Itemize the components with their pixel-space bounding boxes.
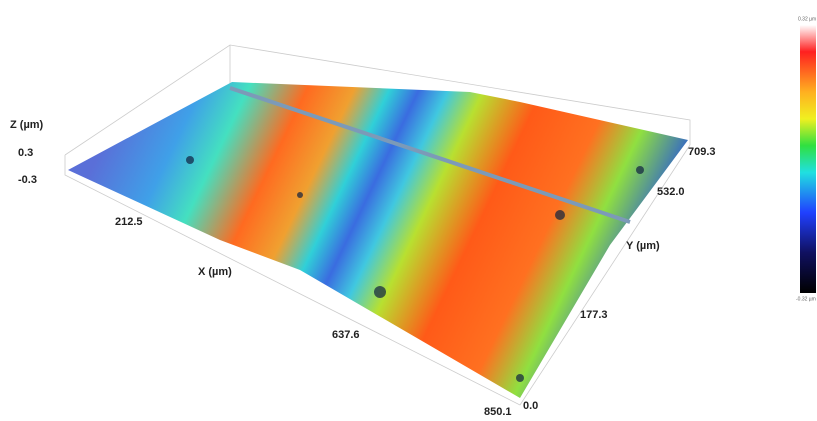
x-label: X (µm) (198, 266, 232, 278)
z-tick: 0.3 (18, 147, 33, 159)
y-tick: 532.0 (657, 186, 685, 198)
y-label: Y (µm) (626, 240, 660, 252)
x-tick: 212.5 (115, 216, 143, 228)
z-tick: -0.3 (18, 174, 37, 186)
surface (68, 82, 688, 398)
y-tick: 0.0 (523, 400, 538, 412)
z-label: Z (µm) (10, 119, 44, 131)
x-tick: 850.1 (484, 406, 512, 418)
pits (186, 156, 644, 382)
colorbar (800, 25, 816, 293)
y-tick: 177.3 (580, 309, 608, 321)
bounding-box (64, 44, 691, 406)
colorbar-bottom: -0.32 µm (796, 296, 816, 302)
colorbar-top: 0.32 µm (798, 16, 816, 22)
y-tick: 709.3 (688, 146, 716, 158)
x-tick: 637.6 (332, 329, 360, 341)
profile-line (229, 86, 631, 224)
